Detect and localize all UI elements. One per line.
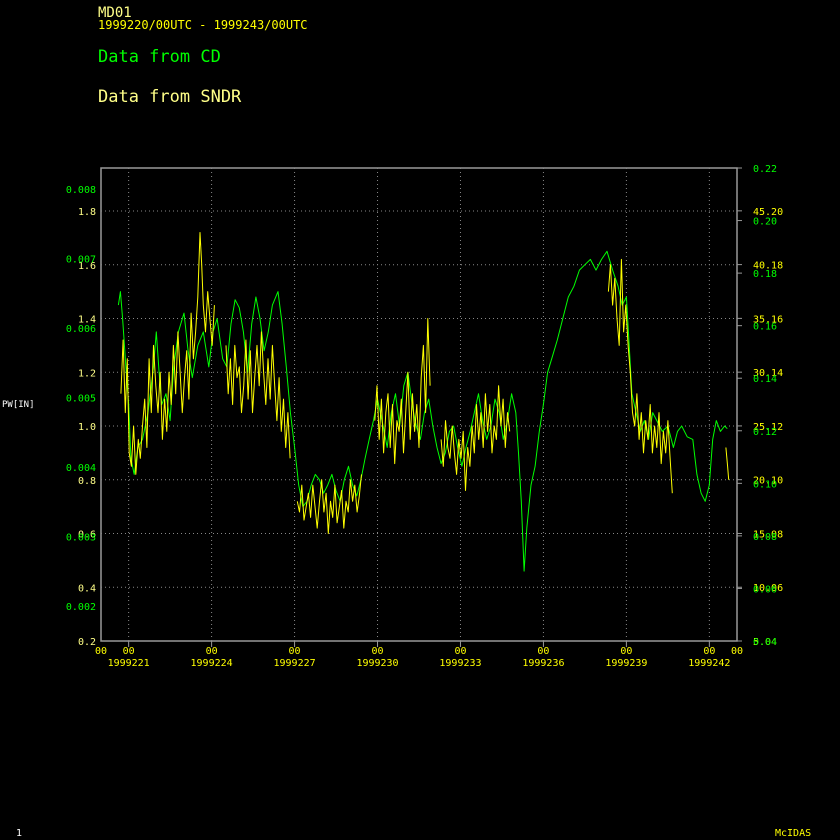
right-inner-tick-label: 5.04 bbox=[753, 637, 777, 648]
y-axis-label: PW[IN] bbox=[2, 400, 35, 410]
x-hour-label: 00 bbox=[454, 646, 466, 657]
right-outer-tick-label: 0.16 bbox=[753, 322, 777, 333]
right-outer-tick-label: 0.06 bbox=[753, 584, 777, 595]
time-range: 1999220/00UTC - 1999243/00UTC bbox=[98, 18, 308, 32]
right-inner-tick-label: 35.16 bbox=[753, 314, 783, 325]
left-outer-tick-label: 0.005 bbox=[66, 394, 96, 405]
right-inner-tick-label: 10.06 bbox=[753, 583, 783, 594]
x-day-label: 1999227 bbox=[273, 658, 315, 669]
grid-lines bbox=[101, 168, 737, 641]
series-line bbox=[120, 232, 215, 475]
series-line bbox=[607, 258, 673, 494]
legend-cd: Data from CD bbox=[98, 47, 221, 67]
left-outer-tick-label: 0.007 bbox=[66, 254, 96, 265]
x-day-label: 1999236 bbox=[522, 658, 564, 669]
x-hour-label: 00 bbox=[289, 646, 301, 657]
right-inner-tick-label: 20.10 bbox=[753, 476, 783, 487]
left-inner-tick-label: 1.4 bbox=[78, 315, 96, 326]
series-line bbox=[725, 447, 730, 480]
left-inner-tick-label: 1.0 bbox=[78, 422, 96, 433]
x-day-label: 1999230 bbox=[356, 658, 398, 669]
x-hour-label: 00 bbox=[731, 646, 743, 657]
page-number: 1 bbox=[16, 828, 22, 839]
x-day-label: 1999242 bbox=[688, 658, 730, 669]
plot-frame bbox=[100, 167, 738, 642]
series-line bbox=[225, 331, 291, 459]
x-hour-label: 00 bbox=[537, 646, 549, 657]
left-inner-tick-label: 0.4 bbox=[78, 583, 96, 594]
left-inner-tick-label: 0.8 bbox=[78, 476, 96, 487]
x-day-label: 1999239 bbox=[605, 658, 647, 669]
left-outer-tick-label: 0.002 bbox=[66, 602, 96, 613]
series-line bbox=[296, 474, 362, 534]
data-series bbox=[117, 232, 730, 572]
legend-sndr: Data from SNDR bbox=[98, 87, 242, 107]
left-inner-tick-label: 0.2 bbox=[78, 637, 96, 648]
left-outer-tick-label: 0.008 bbox=[66, 185, 96, 196]
x-day-label: 1999221 bbox=[108, 658, 150, 669]
x-hour-label: 00 bbox=[95, 646, 107, 657]
right-outer-tick-label: 0.14 bbox=[753, 374, 777, 385]
series-line bbox=[440, 385, 511, 491]
right-inner-tick-label: 45.20 bbox=[753, 207, 783, 218]
left-outer-tick-label: 0.006 bbox=[66, 324, 96, 335]
series-line bbox=[374, 318, 431, 465]
x-day-label: 1999233 bbox=[439, 658, 481, 669]
right-outer-tick-label: 0.08 bbox=[753, 532, 777, 543]
right-outer-tick-label: 0.04 bbox=[753, 637, 777, 648]
x-hour-label: 00 bbox=[123, 646, 135, 657]
right-outer-tick-label: 0.22 bbox=[753, 164, 777, 175]
x-hour-label: 00 bbox=[620, 646, 632, 657]
station-title: MD01 bbox=[98, 5, 132, 21]
left-outer-tick-label: 0.004 bbox=[66, 463, 96, 474]
right-outer-tick-label: 0.12 bbox=[753, 427, 777, 438]
left-inner-tick-label: 0.6 bbox=[78, 530, 96, 541]
left-inner-tick-label: 1.8 bbox=[78, 207, 96, 218]
left-inner-tick-label: 1.2 bbox=[78, 368, 96, 379]
right-inner-tick-label: 15.08 bbox=[753, 529, 783, 540]
x-hour-label: 00 bbox=[206, 646, 218, 657]
left-inner-tick-label: 1.6 bbox=[78, 261, 96, 272]
right-outer-tick-label: 0.10 bbox=[753, 479, 777, 490]
mcidas-brand: McIDAS bbox=[775, 828, 811, 839]
x-day-label: 1999224 bbox=[191, 658, 233, 669]
right-outer-tick-label: 0.20 bbox=[753, 217, 777, 228]
right-inner-tick-label: 40.18 bbox=[753, 261, 783, 272]
right-outer-tick-label: 0.18 bbox=[753, 269, 777, 280]
left-outer-tick-label: 0.003 bbox=[66, 533, 96, 544]
axes: 0019992210019992240019992270019992300019… bbox=[66, 164, 783, 669]
right-inner-tick-label: 30.14 bbox=[753, 368, 783, 379]
x-hour-label: 00 bbox=[371, 646, 383, 657]
x-hour-label: 00 bbox=[703, 646, 715, 657]
right-inner-tick-label: 25.12 bbox=[753, 422, 783, 433]
